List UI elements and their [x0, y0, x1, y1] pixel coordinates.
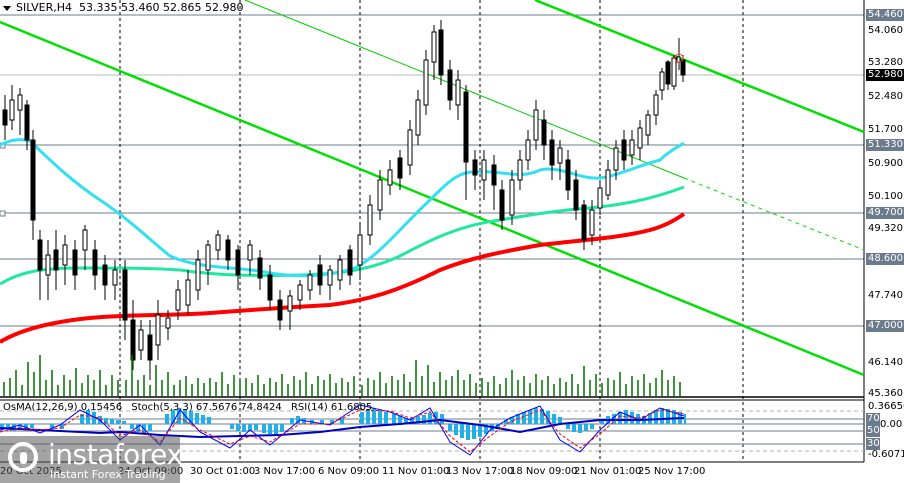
watermark-tagline: Instant Forex Trading: [50, 468, 166, 481]
rsi-label: RSI(14) 61.6805: [290, 402, 373, 413]
price-tick: 45.360: [868, 388, 903, 399]
level-tag-49700[interactable]: 49.700: [866, 207, 904, 219]
ma-slow-line[interactable]: [0, 212, 686, 344]
time-tick: 30 Oct 01:00: [190, 466, 256, 477]
ma-fast-line[interactable]: [0, 138, 685, 278]
level-tag-70[interactable]: 70: [866, 413, 880, 425]
time-tick: 11 Nov 01:00: [382, 466, 450, 477]
level-tag-50[interactable]: 50: [866, 425, 880, 437]
level-tag-51330[interactable]: 51.330: [866, 139, 904, 151]
current-price-tag: 52.980: [866, 69, 904, 81]
watermark-brand: instaforex: [48, 438, 183, 471]
dropdown-triangle-icon[interactable]: [3, 5, 11, 11]
instaforex-logo-icon: [8, 442, 38, 472]
time-tick: 13 Nov 17:00: [446, 466, 514, 477]
candlesticks[interactable]: [2, 20, 686, 380]
trend-line[interactable]: [244, 0, 685, 179]
stoch-label: Stoch(5,3,3) 67.5676 74.8424: [131, 402, 282, 413]
volume-bars: [3, 355, 681, 396]
time-tick: 25 Nov 17:00: [638, 466, 706, 477]
price-tick: 50.100: [868, 191, 903, 202]
time-tick: 18 Nov 09:00: [510, 466, 578, 477]
osma-histogram: [0, 408, 686, 440]
channel-upper-line[interactable]: [534, 0, 865, 134]
level-tag-30[interactable]: 30: [866, 438, 880, 450]
chart-title[interactable]: SILVER,H4 53.335 53.460 52.865 52.980: [3, 1, 243, 14]
rsi-line: [0, 417, 685, 439]
price-tick: 47.740: [868, 290, 903, 301]
price-tick: 51.700: [868, 124, 903, 135]
level-tag-48600[interactable]: 48.600: [866, 253, 904, 265]
osma-max-label: 0.36656: [868, 401, 904, 412]
time-tick: 21 Nov 01:00: [574, 466, 642, 477]
price-tick: 49.320: [868, 223, 903, 234]
stoch-main-line: [0, 404, 685, 456]
price-tick: 46.140: [868, 357, 903, 368]
price-tick: 52.480: [868, 91, 903, 102]
symbol-label: SILVER,H4: [16, 1, 73, 14]
level-tag-54460[interactable]: 54.460: [866, 9, 904, 21]
ohlc-values: 53.335 53.460 52.865 52.980: [79, 1, 244, 14]
price-tick: 54.060: [868, 25, 903, 36]
osma-label: OsMA(12,26,9) 0.15456: [3, 402, 123, 413]
price-tick: 50.900: [868, 158, 903, 169]
level-tag-47000[interactable]: 47.000: [866, 320, 904, 332]
indicator-title: OsMA(12,26,9) 0.15456 Stoch(5,3,3) 67.56…: [3, 402, 378, 413]
trend-line-extension: [683, 177, 865, 251]
stoch-signal-line: [0, 409, 685, 453]
osma-min-label: -0.60716: [868, 449, 904, 460]
zero-label: 0.00: [880, 419, 903, 430]
time-tick: 3 Nov 17:00: [254, 466, 316, 477]
time-tick: 6 Nov 09:00: [318, 466, 380, 477]
price-tick: 53.280: [868, 57, 903, 68]
